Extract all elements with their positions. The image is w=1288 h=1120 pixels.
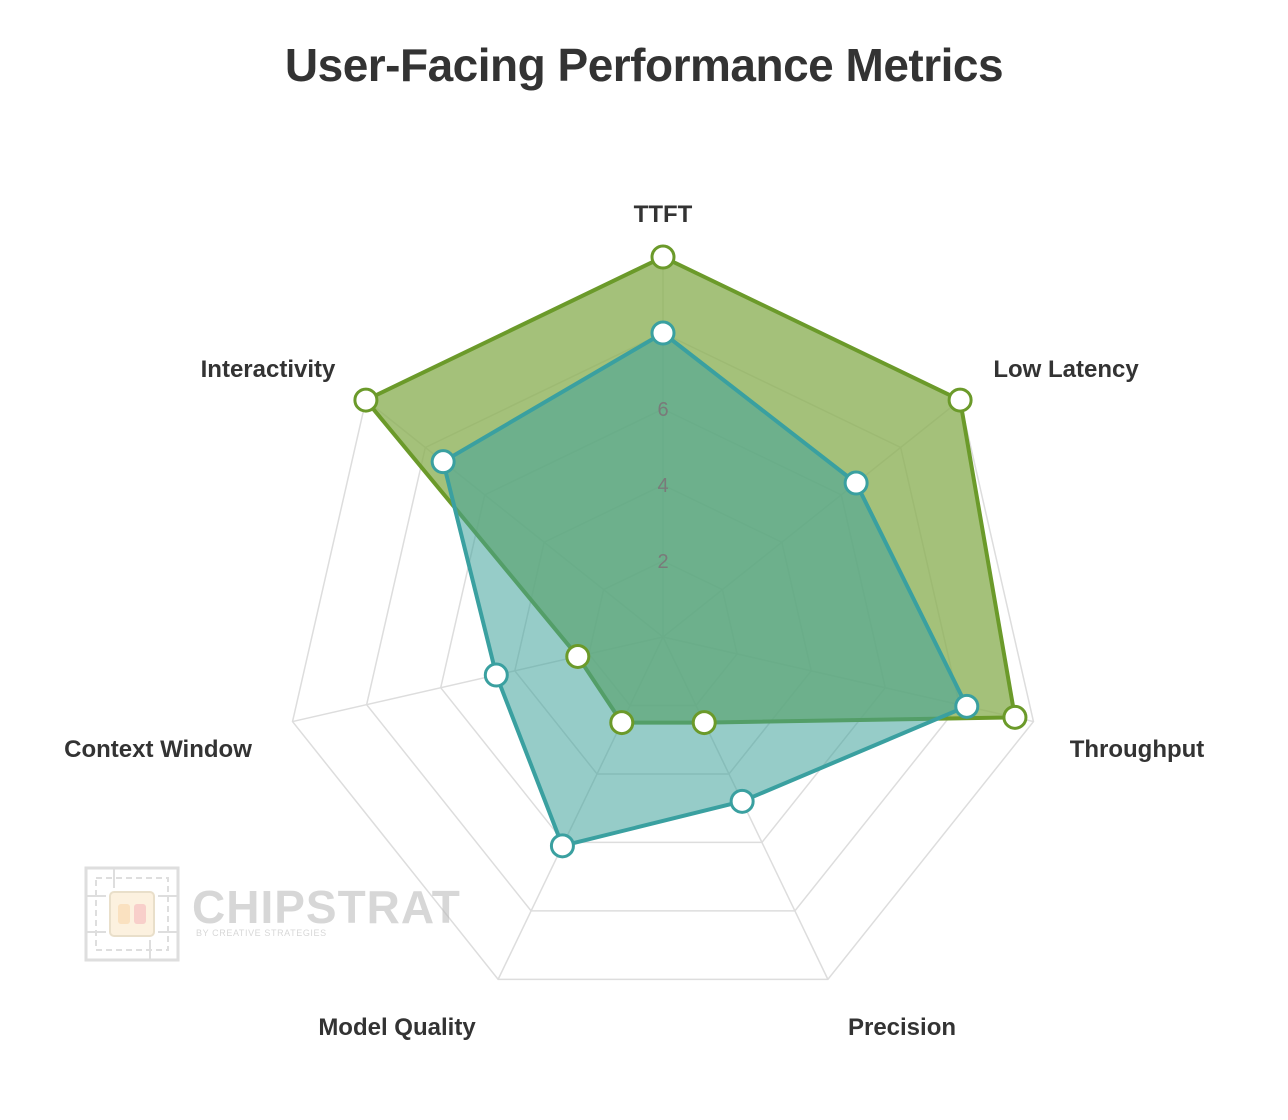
series-1-point-2	[954, 693, 980, 719]
series-0-point-5	[565, 643, 591, 669]
series-1-point-3	[729, 788, 755, 814]
watermark-tagline: BY CREATIVE STRATEGIES	[196, 928, 327, 938]
grid-ring-10	[291, 256, 1035, 981]
tick-label-6: 6	[657, 399, 668, 421]
tick-label-4: 4	[657, 475, 668, 497]
tick-layer: 2 4 6	[657, 399, 668, 573]
axis-label-low-latency: Low Latency	[993, 356, 1139, 383]
watermark-brand-name: CHIPSTRAT	[192, 881, 461, 933]
axis-label-context-window: Context Window	[64, 736, 252, 763]
axis-label-precision: Precision	[848, 1014, 956, 1041]
label-layer: TTFT Low Latency Throughput Precision Model …	[64, 201, 1204, 1041]
series-0-point-0	[650, 244, 676, 270]
series-0-point-4	[609, 710, 635, 736]
series-0-point-3	[691, 710, 717, 736]
series-0-point-1	[947, 387, 973, 413]
tick-label-2: 2	[657, 551, 668, 573]
series-1-point-0	[650, 320, 676, 346]
chip-logo-icon	[84, 866, 180, 962]
series-1-area	[441, 331, 969, 848]
series-0-point-2	[1002, 704, 1028, 730]
axis-label-interactivity: Interactivity	[201, 356, 336, 383]
series-layer	[363, 255, 1017, 848]
point-layer	[353, 244, 1028, 859]
series-0-point-6	[353, 387, 379, 413]
chart-title: User-Facing Performance Metrics	[284, 39, 1004, 91]
series-1-point-6	[430, 449, 456, 475]
series-1-point-1	[843, 470, 869, 496]
axis-label-throughput: Throughput	[1070, 736, 1205, 763]
series-1-point-5	[483, 662, 509, 688]
chipstrat-watermark: CHIPSTRAT BY CREATIVE STRATEGIES	[84, 866, 484, 962]
axis-label-model-quality: Model Quality	[318, 1014, 476, 1041]
axis-label-ttft: TTFT	[634, 201, 693, 228]
series-1-point-4	[549, 833, 575, 859]
